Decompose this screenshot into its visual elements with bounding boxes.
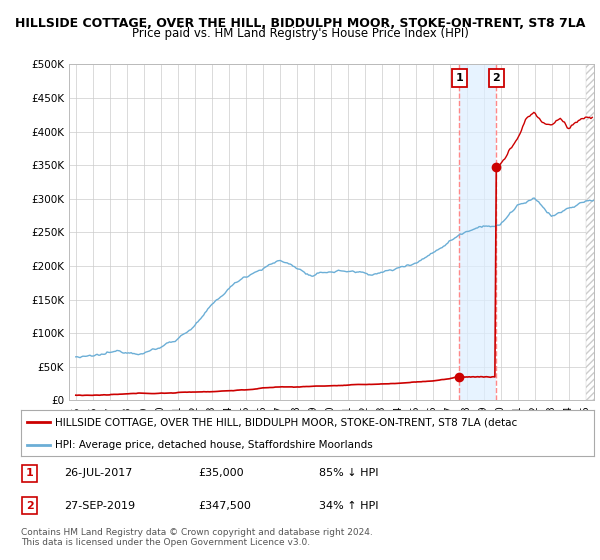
Text: 27-SEP-2019: 27-SEP-2019 xyxy=(64,501,135,511)
Text: 1: 1 xyxy=(26,468,34,478)
Text: HILLSIDE COTTAGE, OVER THE HILL, BIDDULPH MOOR, STOKE-ON-TRENT, ST8 7LA (detac: HILLSIDE COTTAGE, OVER THE HILL, BIDDULP… xyxy=(55,417,518,427)
Text: Contains HM Land Registry data © Crown copyright and database right 2024.
This d: Contains HM Land Registry data © Crown c… xyxy=(21,528,373,547)
Text: 34% ↑ HPI: 34% ↑ HPI xyxy=(319,501,379,511)
Text: Price paid vs. HM Land Registry's House Price Index (HPI): Price paid vs. HM Land Registry's House … xyxy=(131,27,469,40)
Text: 2: 2 xyxy=(493,73,500,83)
Bar xyxy=(586,64,600,400)
Text: £347,500: £347,500 xyxy=(199,501,251,511)
Text: HPI: Average price, detached house, Staffordshire Moorlands: HPI: Average price, detached house, Staf… xyxy=(55,440,373,450)
Bar xyxy=(459,64,496,400)
Text: 1: 1 xyxy=(455,73,463,83)
Text: 85% ↓ HPI: 85% ↓ HPI xyxy=(319,468,379,478)
Text: HILLSIDE COTTAGE, OVER THE HILL, BIDDULPH MOOR, STOKE-ON-TRENT, ST8 7LA: HILLSIDE COTTAGE, OVER THE HILL, BIDDULP… xyxy=(15,17,585,30)
Text: 26-JUL-2017: 26-JUL-2017 xyxy=(64,468,133,478)
Text: £35,000: £35,000 xyxy=(199,468,244,478)
Text: 2: 2 xyxy=(26,501,34,511)
